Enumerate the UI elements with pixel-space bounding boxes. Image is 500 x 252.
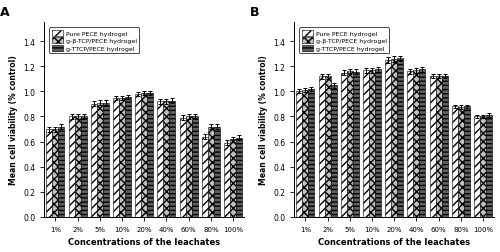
X-axis label: Concentrations of the leachates: Concentrations of the leachates	[68, 237, 220, 246]
Bar	[141, 94, 147, 217]
Bar	[296, 92, 302, 217]
Bar	[208, 127, 214, 217]
Bar	[391, 59, 397, 217]
Bar	[397, 59, 403, 217]
Bar	[480, 117, 486, 217]
Bar	[97, 103, 103, 217]
Bar	[414, 71, 420, 217]
Bar	[324, 77, 330, 217]
Bar	[125, 98, 131, 217]
Bar	[158, 102, 164, 217]
X-axis label: Concentrations of the leachates: Concentrations of the leachates	[318, 237, 470, 246]
Bar	[135, 94, 141, 217]
Bar	[119, 98, 125, 217]
Bar	[318, 77, 324, 217]
Bar	[147, 94, 153, 217]
Bar	[330, 86, 336, 217]
Bar	[91, 105, 97, 217]
Bar	[385, 61, 391, 217]
Bar	[202, 137, 208, 217]
Bar	[452, 107, 458, 217]
Bar	[236, 138, 242, 217]
Bar	[420, 70, 426, 217]
Bar	[170, 101, 175, 217]
Bar	[46, 130, 52, 217]
Bar	[224, 143, 230, 217]
Bar	[186, 117, 192, 217]
Bar	[341, 73, 347, 217]
Bar	[192, 117, 198, 217]
Bar	[442, 77, 448, 217]
Bar	[369, 71, 375, 217]
Bar	[80, 117, 86, 217]
Bar	[230, 140, 236, 217]
Bar	[375, 70, 381, 217]
Bar	[464, 107, 470, 217]
Y-axis label: Mean cell viability (% control): Mean cell viability (% control)	[8, 55, 18, 185]
Bar	[353, 73, 359, 217]
Bar	[408, 72, 414, 217]
Legend: Pure PECE hydrogel, g-β-TCP/PECE hydrogel, g-TTCP/PECE hydrogel: Pure PECE hydrogel, g-β-TCP/PECE hydroge…	[300, 28, 389, 54]
Bar	[302, 91, 308, 217]
Bar	[486, 116, 492, 217]
Bar	[436, 77, 442, 217]
Bar	[164, 102, 170, 217]
Text: A: A	[0, 6, 10, 18]
Bar	[214, 127, 220, 217]
Bar	[430, 77, 436, 217]
Bar	[180, 118, 186, 217]
Bar	[363, 71, 369, 217]
Bar	[52, 130, 59, 217]
Bar	[58, 127, 64, 217]
Y-axis label: Mean cell viability (% control): Mean cell viability (% control)	[258, 55, 268, 185]
Bar	[74, 117, 80, 217]
Bar	[347, 72, 353, 217]
Bar	[113, 98, 119, 217]
Bar	[458, 108, 464, 217]
Bar	[308, 89, 314, 217]
Bar	[474, 117, 480, 217]
Bar	[68, 117, 74, 217]
Legend: Pure PECE hydrogel, g-β-TCP/PECE hydrogel, g-TTCP/PECE hydrogel: Pure PECE hydrogel, g-β-TCP/PECE hydroge…	[50, 28, 139, 54]
Bar	[103, 103, 109, 217]
Text: B: B	[250, 6, 260, 18]
